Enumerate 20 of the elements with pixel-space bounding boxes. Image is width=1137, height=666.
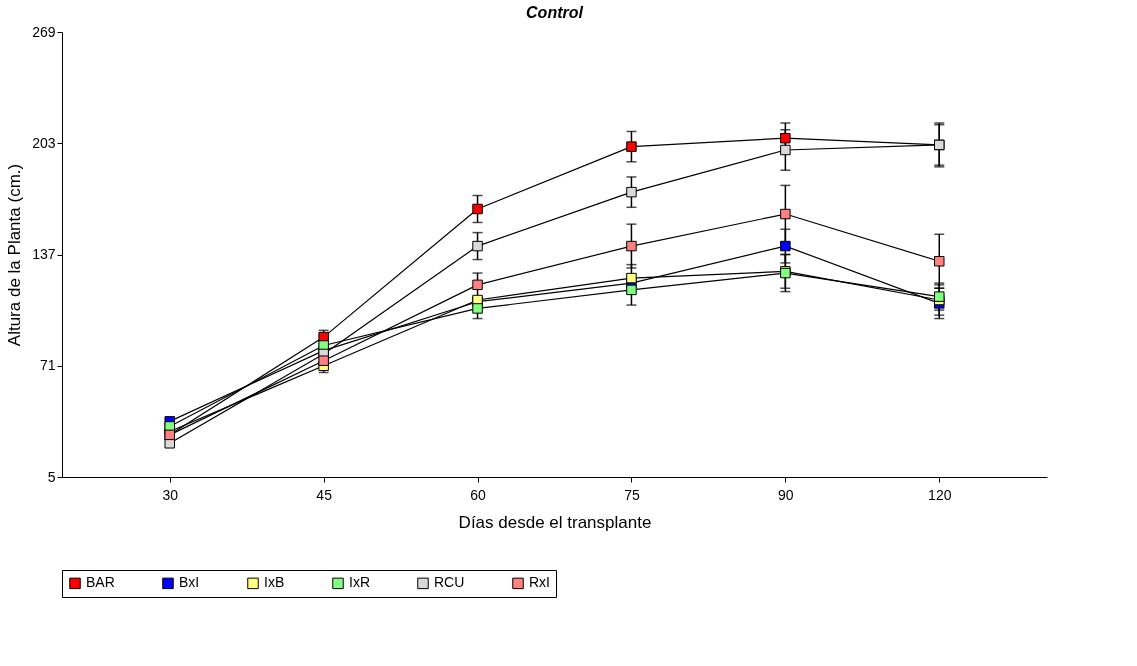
y-tick-label: 269 — [32, 23, 56, 40]
legend-label: IxB — [264, 574, 285, 591]
x-tick-label: 75 — [624, 486, 640, 503]
x-tick-label: 30 — [162, 486, 179, 503]
legend-label: RxI — [529, 574, 550, 591]
x-tick-label: 90 — [778, 486, 794, 503]
y-tick-label: 137 — [32, 246, 56, 262]
legend-label: IxR — [349, 574, 370, 591]
y-tick-label: 71 — [39, 357, 56, 374]
chart-title: Control — [526, 4, 584, 21]
x-tick-label: 45 — [316, 486, 333, 503]
y-axis-title: Altura de la Planta (cm.) — [5, 163, 25, 347]
legend-label: BAR — [86, 574, 115, 591]
y-tick-label: 5 — [47, 468, 56, 485]
x-axis-title: Días desde el transplante — [458, 512, 652, 532]
legend-label: RCU — [434, 574, 465, 591]
x-tick-label: 60 — [470, 486, 487, 503]
y-tick-label: 203 — [32, 134, 56, 151]
legend-label: BxI — [179, 574, 200, 591]
x-tick-label: 120 — [928, 486, 952, 503]
